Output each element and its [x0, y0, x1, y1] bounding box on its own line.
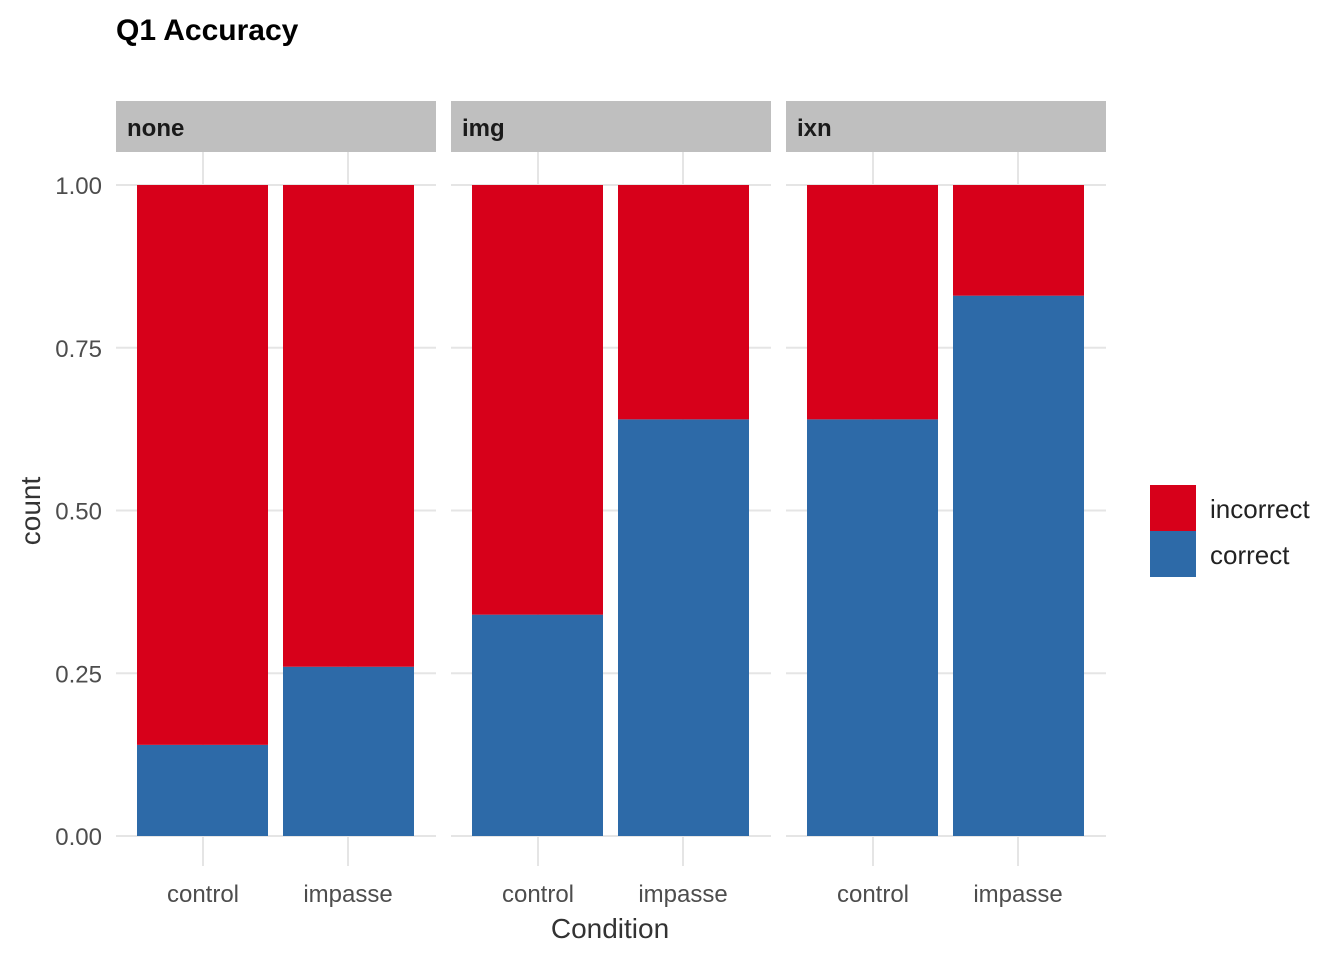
legend-label-correct: correct: [1210, 540, 1290, 570]
panel-ixn: ixn control impasse: [786, 101, 1106, 908]
panel-none: none control impasse: [116, 101, 436, 908]
strip-label-none: none: [127, 115, 184, 142]
x-tick-label: control: [837, 881, 909, 908]
legend-key-incorrect: [1150, 485, 1196, 531]
y-tick-label: 1.00: [55, 173, 102, 200]
legend-key-correct: [1150, 531, 1196, 577]
facet-panels: none control impasse img control impasse ixn co…: [116, 101, 1106, 908]
x-tick-label: impasse: [638, 881, 727, 908]
legend-label-incorrect: incorrect: [1210, 494, 1310, 524]
bar-correct-ixn-impasse: [953, 295, 1084, 836]
x-tick-label: impasse: [973, 881, 1062, 908]
strip-background: [451, 101, 771, 152]
bar-incorrect-img-impasse: [618, 185, 749, 420]
strip-label-img: img: [462, 115, 505, 142]
chart-title: Q1 Accuracy: [116, 14, 299, 47]
x-axis-title: Condition: [551, 913, 669, 944]
bar-correct-none-control: [137, 744, 268, 836]
y-tick-label: 0.25: [55, 661, 102, 688]
bar-incorrect-img-control: [472, 185, 603, 615]
y-tick-label: 0.50: [55, 499, 102, 526]
x-tick-label: control: [502, 881, 574, 908]
y-axis-ticks: 0.00 0.25 0.50 0.75 1.00: [55, 173, 102, 851]
bar-correct-ixn-control: [807, 419, 938, 836]
legend: incorrect correct: [1150, 485, 1310, 577]
bar-incorrect-none-control: [137, 185, 268, 745]
x-tick-label: impasse: [303, 881, 392, 908]
strip-background: [786, 101, 1106, 152]
bar-incorrect-ixn-impasse: [953, 185, 1084, 296]
bar-correct-none-impasse: [283, 666, 414, 836]
bar-correct-img-control: [472, 614, 603, 836]
strip-background: [116, 101, 436, 152]
y-tick-label: 0.75: [55, 336, 102, 363]
x-tick-label: control: [167, 881, 239, 908]
strip-label-ixn: ixn: [797, 115, 832, 142]
y-axis-title: count: [15, 477, 46, 546]
panel-img: img control impasse: [451, 101, 771, 908]
bar-incorrect-none-impasse: [283, 185, 414, 667]
bar-correct-img-impasse: [618, 419, 749, 836]
bar-incorrect-ixn-control: [807, 185, 938, 420]
y-tick-label: 0.00: [55, 824, 102, 851]
